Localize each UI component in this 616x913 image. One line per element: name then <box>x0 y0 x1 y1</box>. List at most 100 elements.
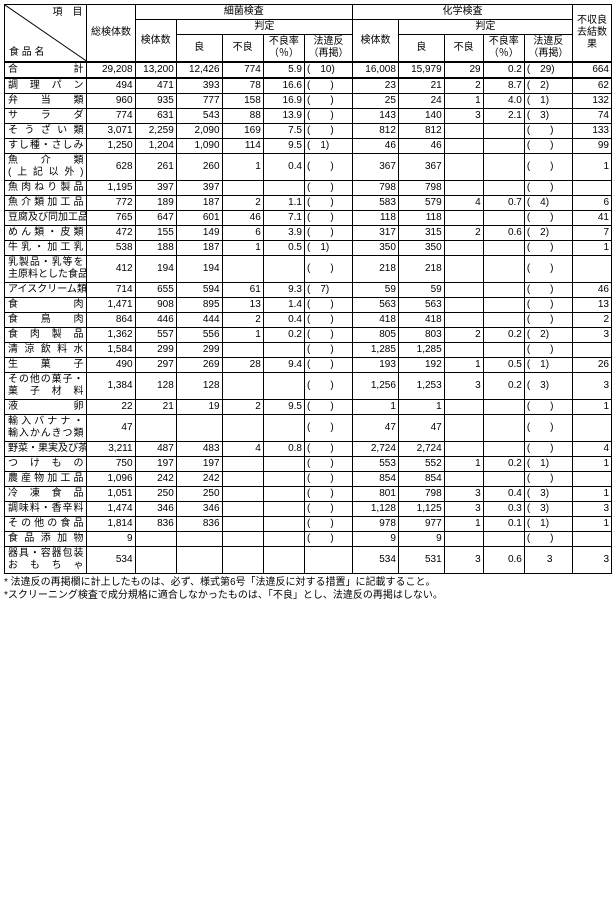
b_bad-cell: 46 <box>222 211 263 226</box>
last-cell: 3 <box>572 373 611 400</box>
table-row: 調 理 パ ン4944713937816.6( )232128.7( 2)62 <box>5 78 612 94</box>
last-cell: 664 <box>572 62 611 78</box>
c_bad-cell: 1 <box>444 457 483 472</box>
c_sub-cell: 143 <box>353 109 399 124</box>
b_good-cell: 12,426 <box>176 62 222 78</box>
c_law-cell: ( ) <box>524 415 572 442</box>
last-cell <box>572 472 611 487</box>
c_law-cell: ( 2) <box>524 328 572 343</box>
c_sub-cell: 1,256 <box>353 373 399 400</box>
b_bad-cell: 114 <box>222 139 263 154</box>
total-cell: 1,096 <box>87 472 135 487</box>
b_bad-cell: 13 <box>222 298 263 313</box>
b_bad-cell: 1 <box>222 241 263 256</box>
b_good-cell: 299 <box>176 343 222 358</box>
corner-bottom-label: 食 品 名 <box>9 47 45 59</box>
c_law-cell: ( 3) <box>524 502 572 517</box>
c_rate-cell <box>483 154 524 181</box>
c_sub-cell: 367 <box>353 154 399 181</box>
b_rate-cell: 1.4 <box>263 298 304 313</box>
c_sub-cell: 418 <box>353 313 399 328</box>
b-law-header: 法違反（再掲） <box>305 35 353 63</box>
last-cell: 1 <box>572 457 611 472</box>
total-cell: 47 <box>87 415 135 442</box>
c_law-cell: ( 3) <box>524 487 572 502</box>
last-cell: 3 <box>572 502 611 517</box>
table-row: 野菜・果実及び茶3,21148748340.8( )2,7242,724( )4 <box>5 442 612 457</box>
b_good-cell: 197 <box>176 457 222 472</box>
b_law-cell: ( ) <box>305 256 353 283</box>
c_rate-cell <box>483 532 524 547</box>
c_sub-cell: 46 <box>353 139 399 154</box>
b_bad-cell <box>222 256 263 283</box>
b_sub-cell: 1,204 <box>135 139 176 154</box>
b_sub-cell: 631 <box>135 109 176 124</box>
c_rate-cell <box>483 442 524 457</box>
name-cell: 食 肉 <box>5 298 87 313</box>
c_good-cell: 9 <box>398 532 444 547</box>
c_bad-cell <box>444 415 483 442</box>
c_good-cell: 24 <box>398 94 444 109</box>
b_good-cell: 556 <box>176 328 222 343</box>
b_rate-cell: 5.9 <box>263 62 304 78</box>
c-sub-header: 検体数 <box>353 20 399 63</box>
b_bad-cell <box>222 487 263 502</box>
b_rate-cell <box>263 181 304 196</box>
total-cell: 9 <box>87 532 135 547</box>
c-bad-header: 不良 <box>444 35 483 63</box>
c_good-cell: 315 <box>398 226 444 241</box>
last-cell: 46 <box>572 283 611 298</box>
c_bad-cell <box>444 139 483 154</box>
total-cell: 1,195 <box>87 181 135 196</box>
c_good-cell: 1,125 <box>398 502 444 517</box>
last-cell: 1 <box>572 241 611 256</box>
b_law-cell: ( ) <box>305 211 353 226</box>
total-cell: 1,362 <box>87 328 135 343</box>
table-row: 輸入バナナ・輸入かんきつ類47( )4747( ) <box>5 415 612 442</box>
c_bad-cell <box>444 181 483 196</box>
c_bad-cell: 3 <box>444 109 483 124</box>
b_law-cell: ( ) <box>305 78 353 94</box>
c_sub-cell: 47 <box>353 415 399 442</box>
c_good-cell: 192 <box>398 358 444 373</box>
table-row: 乳製品・乳等を主原料とした食品412194194( )218218( ) <box>5 256 612 283</box>
b_sub-cell <box>135 532 176 547</box>
b_bad-cell <box>222 181 263 196</box>
c_good-cell: 140 <box>398 109 444 124</box>
c_bad-cell: 4 <box>444 196 483 211</box>
b_law-cell: ( ) <box>305 226 353 241</box>
c_bad-cell <box>444 313 483 328</box>
name-cell: 液 卵 <box>5 400 87 415</box>
b_sub-cell: 655 <box>135 283 176 298</box>
c_bad-cell <box>444 532 483 547</box>
b_sub-cell: 21 <box>135 400 176 415</box>
b-judgment-header: 判定 <box>176 20 352 35</box>
c_good-cell: 798 <box>398 181 444 196</box>
name-cell: めん類・皮類 <box>5 226 87 241</box>
b_sub-cell: 261 <box>135 154 176 181</box>
table-row: そ う ざ い 類3,0712,2592,0901697.5( )812812(… <box>5 124 612 139</box>
c_rate-cell <box>483 313 524 328</box>
c_law-cell: ( 1) <box>524 457 572 472</box>
total-cell: 412 <box>87 256 135 283</box>
total-cell: 1,474 <box>87 502 135 517</box>
c_bad-cell: 3 <box>444 487 483 502</box>
c_bad-cell <box>444 154 483 181</box>
last-cell: 13 <box>572 298 611 313</box>
corner-top-label: 項 目 <box>52 7 82 19</box>
total-cell: 22 <box>87 400 135 415</box>
c_bad-cell <box>444 124 483 139</box>
footnote-2: *スクリーニング検査で成分規格に適合しなかったものは、「不良」とし、法違反の再掲… <box>4 589 612 602</box>
b_law-cell: ( 1) <box>305 139 353 154</box>
b_sub-cell <box>135 415 176 442</box>
footnote-1: * 法違反の再掲欄に計上したものは、必ず、様式第6号「法違反に対する措置」に記載… <box>4 576 612 589</box>
name-cell: アイスクリーム類 <box>5 283 87 298</box>
name-cell: その他の食品 <box>5 517 87 532</box>
total-cell: 29,208 <box>87 62 135 78</box>
c_sub-cell: 59 <box>353 283 399 298</box>
table-row: 食 肉 製 品1,36255755610.2( )80580320.2( 2)3 <box>5 328 612 343</box>
last-cell: 6 <box>572 196 611 211</box>
c_bad-cell: 29 <box>444 62 483 78</box>
b_sub-cell: 197 <box>135 457 176 472</box>
last-cell: 1 <box>572 487 611 502</box>
